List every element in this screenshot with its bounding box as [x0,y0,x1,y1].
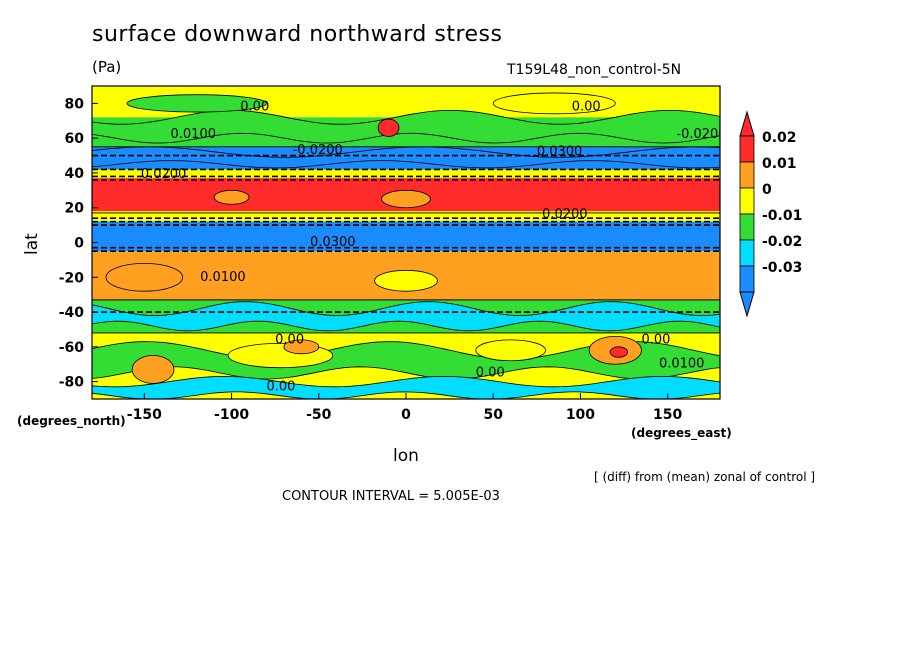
contour-label-4: 0.0300 [537,145,583,160]
contour-label-1: 0.0100 [171,127,217,142]
contour-interval: CONTOUR INTERVAL = 5.005E-03 [282,489,500,504]
units-label: (Pa) [92,58,122,76]
chart-title: surface downward northward stress [92,22,503,47]
blob-11 [374,269,438,292]
contour-label-3: 0.0200 [141,167,187,182]
blob-12 [475,339,546,362]
y-tick-label-0: 80 [65,96,85,112]
contour-label-10: 0.0100 [659,357,705,372]
blob-7 [381,189,431,209]
colorbar-cell-1 [739,161,755,189]
y-tick-label-7: -60 [59,340,85,356]
x-tick-label-4: 50 [483,407,503,423]
colorbar-label-1: 0.01 [762,156,797,172]
contour-label-12: 0.0300 [310,235,356,250]
x-tick-label-3: 0 [401,407,411,423]
y-tick-label-2: 40 [65,166,85,182]
colorbar-label-2: 0 [762,182,772,198]
colorbar-label-4: -0.02 [762,234,802,250]
blob-10 [126,94,267,113]
diff-note: [ (diff) from (mean) zonal of control ] [594,470,816,484]
blob-5 [283,339,320,355]
contour-label-2: -0.0200 [293,143,343,158]
y-tick-label-6: -40 [59,305,85,321]
y-tick-label-8: -80 [59,375,85,391]
x-tick-label-6: 150 [653,407,682,423]
contour-label-8: 0.00 [275,332,304,347]
contour-label-5: 0.00 [572,99,601,114]
sh-polar-patch [92,375,720,399]
x-tick-label-1: -100 [214,407,249,423]
blob-3 [131,355,175,384]
contour-label-13: 0.00 [642,332,671,347]
colorbar-cell-3 [739,213,755,241]
x-axis-label: lon [393,446,419,466]
colorbar-label-3: -0.01 [762,208,802,224]
y-tick-label-5: -20 [59,270,85,286]
colorbar-cell-4 [739,239,755,267]
colorbar-bottom-arrow [739,291,755,318]
x-units-label: (degrees_east) [631,426,732,440]
colorbar-label-0: 0.02 [762,130,797,146]
y-tick-label-1: 60 [65,131,85,147]
contour-label-11: 0.0200 [542,207,588,222]
heatmap-field: 0.00 0.0100 -0.0200 0.0200 0.0300 0.00 -0.0200… [92,86,726,399]
band-6 [92,221,720,252]
contour-label-7: 0.0100 [200,270,246,285]
x-tick-label-2: -50 [306,407,332,423]
band-3 [92,169,720,179]
nh-mid-patch [92,110,720,144]
y-tick-label-3: 20 [65,201,85,217]
contour-label-14: 0.00 [266,379,295,394]
contour-label-9: 0.00 [476,365,505,380]
experiment-label: T159L48_non_control-5N [507,62,682,78]
y-tick-label-4: 0 [74,236,84,252]
colorbar-top-arrow [739,110,755,137]
blob-9 [492,92,616,115]
y-units-label: (degrees_north) [17,414,126,428]
colorbar-cell-5 [739,265,755,293]
colorbar-cell-2 [739,187,755,215]
y-axis-label: lat [22,233,42,255]
colorbar-cell-0 [739,135,755,163]
x-tick-label-0: -150 [127,407,162,423]
blob-8 [213,189,250,205]
band-5 [92,211,720,222]
colorbar-label-5: -0.03 [762,260,802,276]
blob-2 [609,346,628,358]
nh-blue-patch [92,146,720,169]
blob-0 [377,118,400,137]
contour-label-6: -0.0200 [676,127,726,142]
contour-label-0: 0.00 [240,99,269,114]
blob-6 [105,262,184,292]
x-tick-label-5: 100 [566,407,595,423]
